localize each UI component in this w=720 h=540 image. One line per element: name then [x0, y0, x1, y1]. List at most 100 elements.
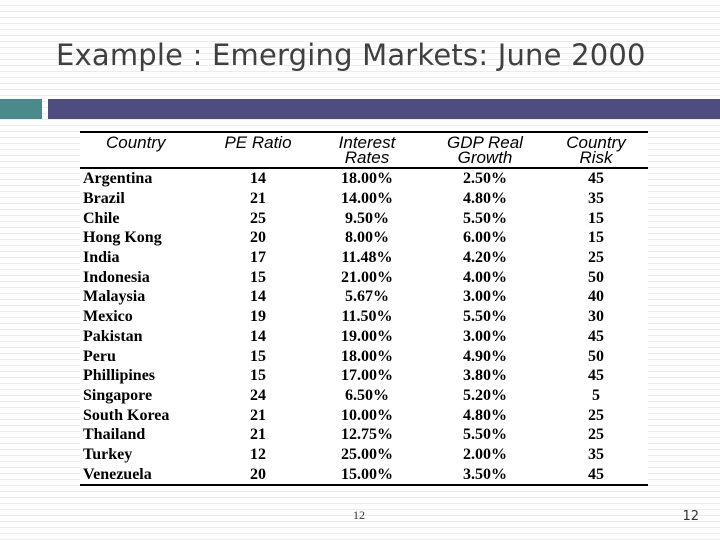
- table-cell: 18.00%: [341, 170, 393, 188]
- table-row: Turkey 12 25.00% 2.00% 35: [80, 445, 648, 465]
- table-row: India 17 11.48% 4.20% 25: [80, 248, 648, 268]
- table-cell: 8.00%: [345, 229, 389, 247]
- table-row: Venezuela 20 15.00% 3.50% 45: [80, 464, 648, 485]
- table-cell: 21: [250, 190, 266, 208]
- table-cell: 3.00%: [463, 327, 507, 345]
- table-cell: 25: [588, 406, 604, 424]
- country-cell: Turkey: [83, 445, 133, 463]
- table-cell: 45: [588, 367, 604, 385]
- country-cell: Mexico: [83, 308, 133, 326]
- table-cell: 5: [592, 386, 600, 404]
- table-row: Singapore 24 6.50% 5.20% 5: [80, 386, 648, 406]
- page-number: 12: [682, 509, 699, 524]
- table-header-row: Country PE Ratio Interest Rates GDP Real …: [80, 132, 648, 168]
- table-cell: 6.50%: [345, 386, 389, 404]
- country-cell: Venezuela: [83, 465, 152, 483]
- table-cell: 17: [250, 249, 266, 267]
- country-cell: Argentina: [83, 170, 153, 188]
- country-cell: Hong Kong: [83, 229, 162, 247]
- country-cell: Pakistan: [83, 327, 143, 345]
- table-cell: 21: [250, 406, 266, 424]
- table-cell: 10.00%: [341, 406, 393, 424]
- table-cell: 21: [250, 426, 266, 444]
- table-cell: 5.67%: [345, 288, 389, 306]
- table-cell: 2.50%: [463, 170, 507, 188]
- table-cell: 5.20%: [463, 386, 507, 404]
- table-cell: 15: [588, 229, 604, 247]
- table-cell: 15.00%: [341, 465, 393, 483]
- country-cell: South Korea: [83, 406, 170, 424]
- table-cell: 25: [250, 209, 266, 227]
- column-header: PE Ratio: [224, 133, 292, 152]
- country-cell: Chile: [83, 209, 120, 227]
- country-cell: Peru: [83, 347, 116, 365]
- table-cell: 4.90%: [463, 347, 507, 365]
- table-cell: 25.00%: [341, 445, 393, 463]
- table-cell: 5.50%: [463, 308, 507, 326]
- table-row: Brazil 21 14.00% 4.80% 35: [80, 189, 648, 209]
- table-cell: 11.48%: [341, 249, 393, 267]
- table-row: Thailand 21 12.75% 5.50% 25: [80, 425, 648, 445]
- table-cell: 18.00%: [341, 347, 393, 365]
- table-row: Indonesia 15 21.00% 4.00% 50: [80, 267, 648, 287]
- table-cell: 3.50%: [463, 465, 507, 483]
- table-cell: 14: [250, 327, 266, 345]
- table-cell: 14: [250, 170, 266, 188]
- table-cell: 21.00%: [341, 268, 393, 286]
- table-row: South Korea 21 10.00% 4.80% 25: [80, 405, 648, 425]
- table-cell: 25: [588, 249, 604, 267]
- table-cell: 50: [588, 268, 604, 286]
- page-number-center: 12: [353, 508, 365, 522]
- table-cell: 45: [588, 465, 604, 483]
- column-header: Country Risk: [566, 133, 626, 167]
- table-cell: 35: [588, 190, 604, 208]
- column-header: Interest Rates: [338, 133, 396, 167]
- table-cell: 50: [588, 347, 604, 365]
- table-cell: 11.50%: [341, 308, 393, 326]
- emerging-markets-table: Country PE Ratio Interest Rates GDP Real …: [80, 131, 648, 486]
- country-cell: Thailand: [83, 426, 146, 444]
- table-cell: 19: [250, 308, 266, 326]
- table-cell: 12: [250, 445, 266, 463]
- table-cell: 19.00%: [341, 327, 393, 345]
- table-cell: 3.00%: [463, 288, 507, 306]
- table-cell: 4.20%: [463, 249, 507, 267]
- accent-bar: [48, 99, 720, 119]
- table-cell: 4.80%: [463, 406, 507, 424]
- table-cell: 9.50%: [345, 209, 389, 227]
- column-header: GDP Real Growth: [447, 133, 523, 167]
- table-cell: 14: [250, 288, 266, 306]
- table-row: Mexico 19 11.50% 5.50% 30: [80, 307, 648, 327]
- table-row: Peru 15 18.00% 4.90% 50: [80, 346, 648, 366]
- table-cell: 20: [250, 229, 266, 247]
- table-image: Country PE Ratio Interest Rates GDP Real …: [80, 131, 648, 486]
- table-cell: 4.80%: [463, 190, 507, 208]
- country-cell: Singapore: [83, 386, 153, 404]
- table-cell: 14.00%: [341, 190, 393, 208]
- table-cell: 4.00%: [463, 268, 507, 286]
- table-cell: 6.00%: [463, 229, 507, 247]
- table-cell: 25: [588, 426, 604, 444]
- table-cell: 12.75%: [341, 426, 393, 444]
- column-header: Country: [106, 133, 166, 152]
- table-row: Pakistan 14 19.00% 3.00% 45: [80, 327, 648, 347]
- table-row: Malaysia 14 5.67% 3.00% 40: [80, 287, 648, 307]
- table-row: Phillipines 15 17.00% 3.80% 45: [80, 366, 648, 386]
- table-cell: 35: [588, 445, 604, 463]
- country-cell: Phillipines: [83, 367, 156, 385]
- table-row: Argentina 14 18.00% 2.50% 45: [80, 168, 648, 189]
- table-cell: 40: [588, 288, 604, 306]
- country-cell: India: [83, 249, 120, 267]
- country-cell: Malaysia: [83, 288, 146, 306]
- table-cell: 15: [250, 268, 266, 286]
- table-cell: 5.50%: [463, 209, 507, 227]
- table-cell: 24: [250, 386, 266, 404]
- table-cell: 15: [250, 347, 266, 365]
- table-cell: 17.00%: [341, 367, 393, 385]
- table-cell: 5.50%: [463, 426, 507, 444]
- table-cell: 20: [250, 465, 266, 483]
- country-cell: Indonesia: [83, 268, 150, 286]
- table-cell: 30: [588, 308, 604, 326]
- table-cell: 45: [588, 327, 604, 345]
- accent-block: [0, 99, 42, 119]
